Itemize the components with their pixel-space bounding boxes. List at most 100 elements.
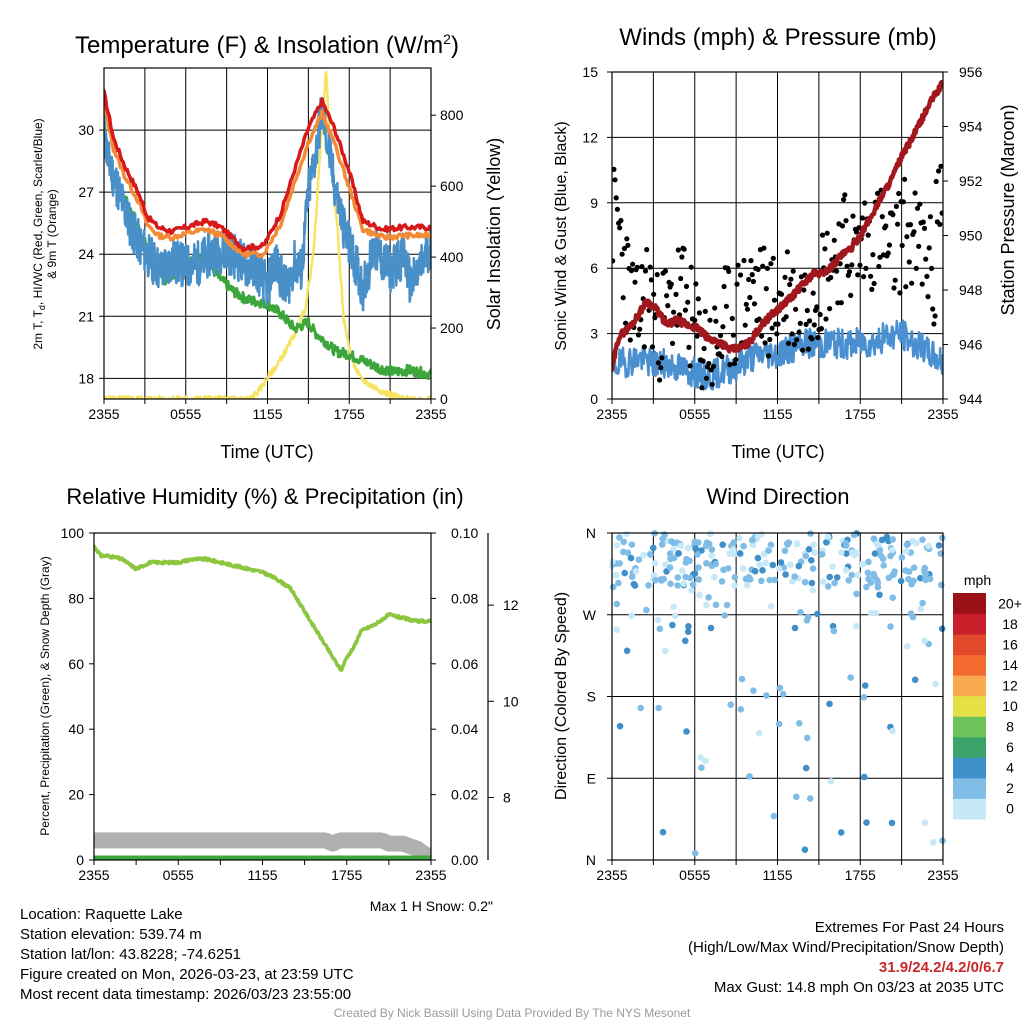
wind-direction-point <box>623 530 630 538</box>
precip-y-tick-label: 0.00 <box>451 852 478 868</box>
legend-label: 10 <box>1002 698 1018 714</box>
gust-point <box>907 222 914 228</box>
gust-point <box>900 199 907 205</box>
wind-direction-point <box>612 571 620 579</box>
temperature-x-axis-label: Time (UTC) <box>220 442 313 462</box>
wind-direction-point <box>686 574 694 582</box>
gust-point <box>876 263 882 270</box>
gust-point <box>893 203 900 209</box>
humidity-y-axis-label: Percent, Precipitation (Green), & Snow D… <box>38 556 52 835</box>
wind-direction-point <box>938 625 946 632</box>
wind-direction-point <box>824 583 832 590</box>
wind-direction-point <box>702 542 710 550</box>
gust-point <box>899 242 905 249</box>
gust-point <box>620 295 626 301</box>
wind-direction-point <box>905 575 912 583</box>
winds-x-tick-label: 0555 <box>679 406 710 422</box>
gust-point <box>700 358 706 364</box>
gust-point <box>827 306 833 312</box>
wind-direction-point <box>708 552 715 559</box>
gust-point <box>841 197 847 203</box>
wind-direction-point <box>921 637 928 645</box>
wind-direction-point <box>879 555 887 563</box>
gust-point <box>655 360 662 366</box>
gust-point <box>917 201 923 207</box>
gust-point <box>612 177 618 183</box>
direction-x-tick-label: 2355 <box>927 867 958 883</box>
gust-point <box>767 336 773 343</box>
gust-point <box>717 332 724 339</box>
wind-direction-point <box>671 612 679 620</box>
wind-direction-point <box>795 562 803 570</box>
wind-direction-point <box>878 536 886 544</box>
gust-point <box>850 213 856 219</box>
gust-point <box>853 229 860 235</box>
gust-point <box>863 265 869 271</box>
wind-direction-point <box>860 694 868 701</box>
wind-direction-point <box>645 582 652 589</box>
wind-direction-point <box>781 547 789 555</box>
gust-point <box>912 190 918 196</box>
wind-y-tick-label: 15 <box>582 64 598 80</box>
gust-point <box>647 264 653 270</box>
legend-label: 20+ <box>998 595 1022 611</box>
recent-data-text: Most recent data timestamp: 2026/03/23 2… <box>20 986 352 1003</box>
gust-point <box>831 237 837 243</box>
gust-point <box>818 326 825 332</box>
wind-direction-point <box>739 565 747 572</box>
gust-point <box>883 223 889 229</box>
wind-direction-point <box>823 539 830 546</box>
wind-direction-point <box>695 576 702 583</box>
precip-y-tick-label: 0.06 <box>451 656 478 672</box>
wind-direction-point <box>660 575 667 583</box>
wind-direction-point <box>854 571 862 579</box>
gust-point <box>766 353 772 359</box>
legend-title: mph <box>964 572 991 588</box>
gust-point <box>679 254 685 260</box>
gust-point <box>733 357 739 363</box>
gust-point <box>721 283 727 290</box>
wind-direction-point <box>804 734 811 742</box>
wind-direction-point <box>613 542 621 549</box>
wind-y-tick-label: 12 <box>582 129 598 145</box>
pressure-y-tick-label: 944 <box>959 391 983 407</box>
gust-point <box>642 268 649 274</box>
wind-direction-point <box>684 544 692 552</box>
temperature-y-axis-label: 2m T, Td, HI/WC (Red, Green, Scarlet/Blu… <box>31 118 47 349</box>
wind-direction-point <box>777 559 785 566</box>
wind-direction-point <box>703 560 710 567</box>
gust-point <box>823 316 829 322</box>
wind-direction-point <box>727 701 734 708</box>
gust-point <box>657 377 663 383</box>
wind-direction-point <box>627 554 635 562</box>
gust-point <box>785 340 792 346</box>
gust-point <box>848 292 854 298</box>
wind-direction-point <box>919 599 926 607</box>
gust-point <box>712 305 718 311</box>
humidity-y-tick-label: 20 <box>68 787 84 803</box>
wind-direction-point <box>904 643 911 650</box>
gust-point <box>919 281 925 287</box>
wind-direction-point <box>824 533 832 541</box>
winds-x-tick-label: 2355 <box>596 406 627 422</box>
wind-direction-point <box>670 545 677 552</box>
wind-direction-point <box>759 567 766 574</box>
legend-swatch <box>953 634 986 656</box>
gust-point <box>614 206 621 212</box>
wind-direction-point <box>652 577 659 584</box>
two-meter-temperature-line <box>104 89 431 253</box>
wind-direction-point <box>670 539 677 546</box>
gust-point <box>675 247 681 253</box>
wind-y-tick-label: 3 <box>590 326 598 342</box>
gust-point <box>856 225 862 231</box>
legend-label: 12 <box>1002 677 1018 693</box>
gust-point <box>673 291 679 297</box>
direction-y-tick-label: E <box>587 770 596 786</box>
direction-y-tick-label: N <box>586 525 596 541</box>
wind-direction-point <box>770 812 778 820</box>
wind-direction-point <box>870 535 878 542</box>
humidity-y-tick-label: 60 <box>68 656 84 672</box>
gust-point <box>627 337 633 343</box>
wind-direction-point <box>819 578 827 585</box>
gust-point <box>839 223 846 229</box>
